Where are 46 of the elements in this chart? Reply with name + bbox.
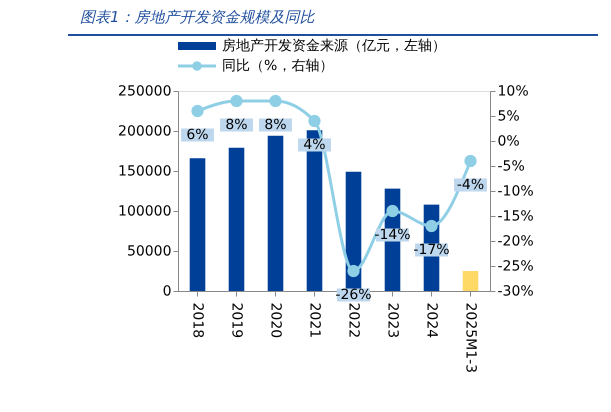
bar: [268, 136, 284, 291]
x-tick-label: 2019: [228, 302, 244, 338]
point: [269, 94, 282, 108]
y2-tick-label: -30%: [498, 284, 534, 300]
data-label: -17%: [413, 242, 450, 258]
y2-tick-label: -10%: [498, 184, 534, 200]
data-label: -26%: [335, 287, 372, 303]
x-tick-label: 2023: [384, 302, 400, 338]
point: [230, 94, 243, 108]
point: [386, 204, 399, 218]
y-tick-label: 150000: [118, 164, 172, 180]
x-tick-label: 2020: [268, 302, 284, 338]
data-label: 4%: [303, 137, 326, 153]
x-tick-label: 2018: [190, 302, 206, 338]
x-tick-label: 2025M1-3: [462, 302, 478, 374]
y2-tick-label: -25%: [498, 258, 534, 274]
point: [464, 154, 477, 168]
data-label: 8%: [225, 117, 248, 133]
data-label: 6%: [186, 127, 209, 143]
x-tick-label: 2022: [346, 302, 362, 338]
point: [425, 220, 438, 232]
legend-label: 同比（%，右轴）: [222, 58, 334, 74]
y-tick-label: 100000: [118, 204, 172, 220]
y2-tick-label: 0%: [498, 134, 520, 150]
y2-tick-label: 5%: [498, 108, 520, 124]
data-label: -4%: [456, 177, 484, 193]
point: [347, 264, 360, 278]
y-tick-label: 50000: [126, 244, 172, 260]
x-tick-label: 2024: [424, 302, 440, 338]
data-label: 8%: [264, 117, 287, 133]
chart-title: 图表1：房地产开发资金规模及同比: [80, 8, 316, 26]
y2-tick-label: 10%: [498, 84, 529, 100]
y-tick-label: 200000: [118, 124, 172, 140]
y-tick-label: 0: [162, 284, 172, 300]
bar: [228, 148, 244, 291]
bar: [462, 271, 478, 291]
y-tick-label: 250000: [118, 84, 172, 100]
legend-label: 房地产开发资金来源（亿元，左轴）: [222, 38, 446, 54]
x-tick-label: 2021: [306, 302, 322, 338]
data-label: -14%: [374, 227, 411, 243]
bar: [190, 158, 206, 291]
y2-tick-label: -20%: [498, 234, 534, 250]
y2-tick-label: -5%: [498, 158, 525, 174]
point: [308, 114, 321, 128]
y2-tick-label: -15%: [498, 208, 534, 224]
point: [191, 104, 204, 118]
